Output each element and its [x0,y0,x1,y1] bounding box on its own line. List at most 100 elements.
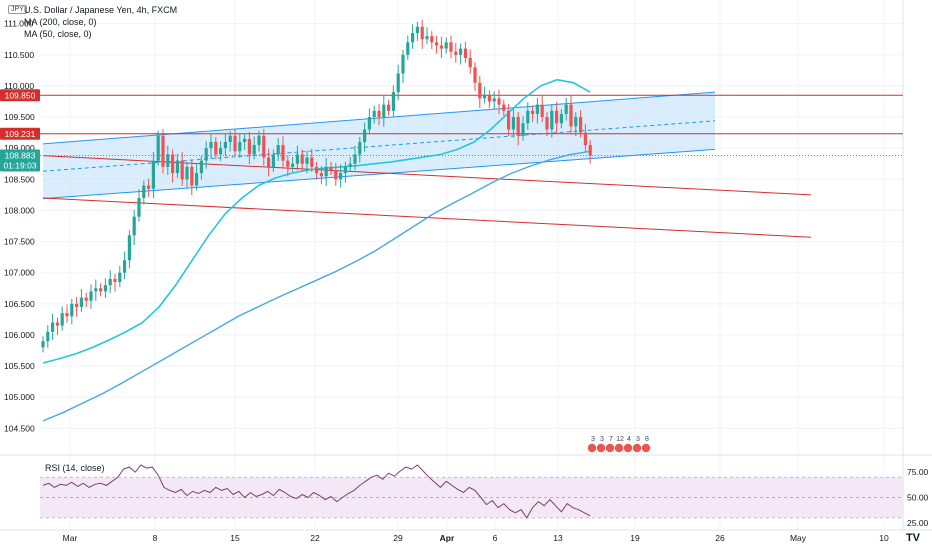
candle-body [430,36,434,43]
candle-body [166,154,170,167]
candle-body [459,48,463,55]
candle-body [425,36,429,40]
candle-body [319,173,323,177]
candle-body [65,313,69,317]
time-tick-label: 26 [715,533,725,543]
candle-body [588,145,592,156]
candle-body [324,166,328,177]
candle-body [276,145,280,155]
candle-body [99,288,103,292]
candle-body [396,73,400,93]
candle-body [94,288,98,292]
price-tick-label: 106.500 [4,299,35,309]
rsi-legend[interactable]: RSI (14, close) [45,463,105,473]
candle-body [60,313,64,326]
candle-body [46,331,50,342]
ma50-legend[interactable]: MA (50, close, 0) [24,29,92,39]
event-flag-count: 8 [645,436,649,443]
candle-body [286,160,290,167]
event-flag-count: 3 [600,436,604,443]
candle-body [353,154,357,164]
candle-body [214,141,218,155]
ma200-line [42,150,591,422]
candle-body [171,154,175,174]
candle-body [449,42,453,52]
candle-body [209,141,213,149]
price-axis[interactable]: 111.000 110.500 110.000 109.500 109.000 108.5… [4,19,35,434]
candle-body [55,322,59,326]
price-tick-label: 110.000 [4,81,34,91]
price-tick-label: 110.500 [4,50,34,60]
time-tick-label: 13 [553,533,563,543]
candle-body [118,272,122,283]
price-tick-label: 109.500 [4,112,35,122]
candle-body [257,135,261,146]
channel-lower [42,148,716,200]
candle-body [132,216,136,236]
time-tick-label: 15 [230,533,240,543]
event-flag-count: 3 [636,436,640,443]
candle-body [415,26,419,34]
candle-body [555,110,559,124]
candle-body [420,26,424,40]
candle-body [507,110,511,130]
candle-body [84,297,88,301]
candle-body [219,148,223,155]
candle-body [435,42,439,46]
ma200-legend[interactable]: MA (200, close, 0) [24,17,97,27]
rsi-line [42,464,591,519]
candle-body [387,104,391,111]
rsi-pane: 75.00 50.00 25.00 [40,464,929,528]
price-tick-label: 104.500 [4,423,35,433]
candle-body [233,135,237,152]
symbol-title[interactable]: U.S. Dollar / Japanese Yen, 4h, FXCM [24,5,178,15]
price-tick-label: 109.000 [4,143,35,153]
rsi-band [40,477,903,518]
candle-body [363,129,367,142]
candle-body [151,160,155,189]
candle-body [526,110,530,124]
currency-badge[interactable]: JPY [8,5,27,14]
event-flags[interactable]: 3 3 7 12 4 3 8 [587,436,651,453]
horizontal-lines[interactable] [40,94,903,156]
candle-body [142,185,146,198]
candle-body [516,117,520,136]
time-axis[interactable]: Mar 8 15 22 29 Apr 6 13 19 26 May 10 [63,533,889,543]
candle-body [492,98,496,102]
candle-body [406,42,410,55]
candle-body [583,132,587,146]
candle-body [243,138,247,142]
hline-upper-label-text: 109.850 [5,90,36,100]
candle-body [180,160,184,180]
price-tick-label: 107.500 [4,237,35,247]
candle-body [70,303,74,317]
rsi-tick-label: 25.00 [907,518,929,528]
candle-body [550,110,554,130]
candle-body [195,173,199,186]
event-flag-dot [605,443,615,453]
candle-body [579,117,583,133]
candle-body [531,110,535,114]
event-flag-dot [596,443,606,453]
candle-body [267,157,271,167]
candles [41,19,592,353]
time-tick-label: 19 [630,533,640,543]
candle-body [51,322,55,332]
event-flag-count: 3 [591,436,595,443]
event-flag-dot [614,443,624,453]
price-tick-label: 106.000 [4,330,35,340]
candle-body [41,341,45,348]
candle-body [564,104,568,114]
last-price-label-bg [0,149,40,172]
candle-body [281,145,285,161]
candle-body [473,67,477,83]
candle-body [377,110,381,118]
time-tick-label: 10 [879,533,889,543]
candle-body [545,117,549,130]
candle-body [113,278,117,283]
tradingview-logo[interactable]: TV [905,532,920,544]
candle-body [238,141,242,152]
last-price-label-text: 01:19:03 [3,160,36,170]
